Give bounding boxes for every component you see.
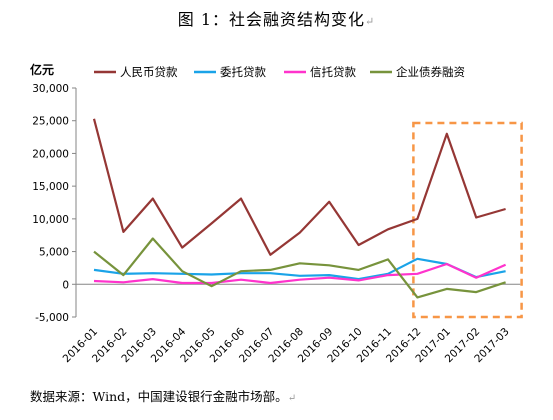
plot-area: -5,000 0 5,000 10,000 15,000 20,000 25,000 30,0…	[30, 62, 523, 365]
figure-title: 图 1：社会融资结构变化↵	[0, 6, 553, 30]
y-tick-label: 0	[62, 279, 69, 291]
legend-label: 信托贷款	[310, 65, 356, 79]
y-tick-label: 25,000	[32, 116, 69, 128]
paragraph-mark-icon: ↵	[287, 393, 297, 404]
legend-label: 企业债券融资	[396, 65, 465, 79]
series-line	[93, 257, 506, 281]
figure-title-text: 图 1：社会融资结构变化	[177, 10, 366, 29]
y-tick-label: 20,000	[32, 148, 69, 160]
chart: -5,000 0 5,000 10,000 15,000 20,000 25,000 30,0…	[30, 62, 523, 365]
y-tick-label: 30,000	[32, 83, 69, 95]
y-tick-label: -5,000	[35, 312, 69, 324]
source-note: 数据来源：Wind，中国建设银行金融市场部。↵	[30, 386, 296, 405]
series-line	[92, 118, 506, 256]
series-line	[93, 237, 506, 299]
y-axis-label: 亿元	[30, 62, 54, 77]
paragraph-mark-icon: ↵	[365, 15, 376, 28]
legend-label: 委托贷款	[220, 65, 266, 79]
source-note-text: 数据来源：Wind，中国建设银行金融市场部。	[30, 389, 288, 404]
highlight-box	[412, 121, 523, 319]
series-line	[93, 262, 507, 285]
legend-label: 人民币贷款	[120, 65, 178, 79]
y-tick-label: 15,000	[32, 181, 69, 193]
y-tick-label: 10,000	[32, 214, 69, 226]
y-tick-label: 5,000	[39, 247, 69, 259]
